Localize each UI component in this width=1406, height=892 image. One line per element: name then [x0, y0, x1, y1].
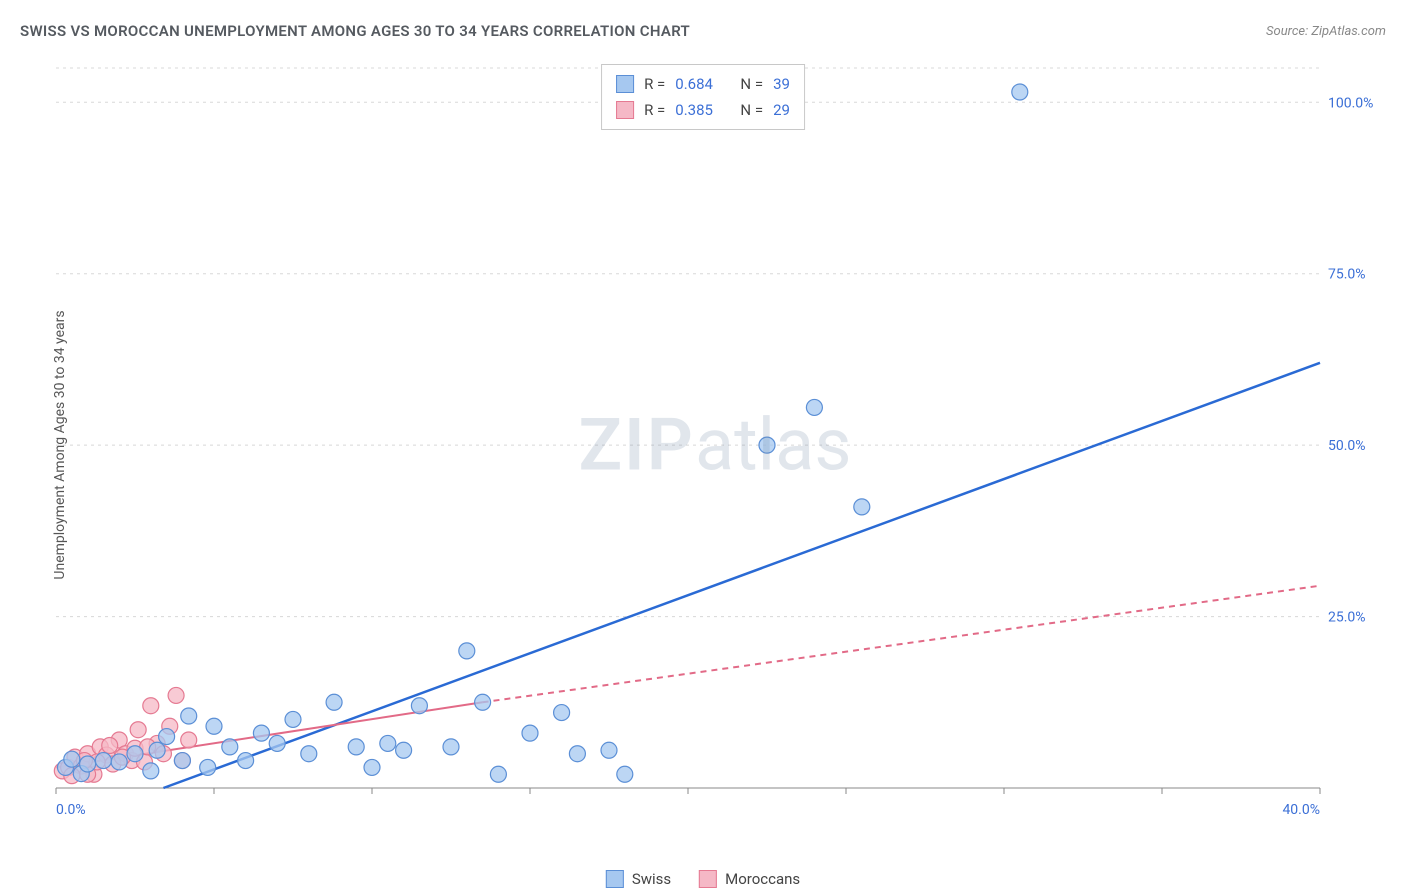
legend-item-moroccans: Moroccans — [699, 870, 800, 888]
stats-row-moroccans: R = 0.385 N = 29 — [616, 97, 790, 123]
moroccans-swatch-icon — [616, 101, 634, 119]
moroccans-n-value: 29 — [773, 97, 790, 123]
stats-row-swiss: R = 0.684 N = 39 — [616, 71, 790, 97]
legend-item-swiss: Swiss — [606, 870, 671, 888]
correlation-stats-box: R = 0.684 N = 39 R = 0.385 N = 29 — [601, 64, 805, 130]
moroccans-legend-swatch-icon — [699, 870, 717, 888]
r-label: R = — [644, 71, 665, 97]
n-label: N = — [740, 71, 763, 97]
svg-text:75.0%: 75.0% — [1328, 267, 1366, 283]
moroccans-r-value: 0.385 — [675, 97, 713, 123]
swiss-n-value: 39 — [773, 71, 790, 97]
svg-text:0.0%: 0.0% — [56, 802, 86, 818]
chart-header: SWISS VS MOROCCAN UNEMPLOYMENT AMONG AGE… — [20, 22, 1386, 40]
svg-text:50.0%: 50.0% — [1328, 438, 1366, 454]
chart-title: SWISS VS MOROCCAN UNEMPLOYMENT AMONG AGE… — [20, 22, 690, 40]
series-legend: Swiss Moroccans — [606, 870, 800, 888]
r-label: R = — [644, 97, 665, 123]
legend-label-moroccans: Moroccans — [725, 870, 800, 888]
svg-text:40.0%: 40.0% — [1282, 802, 1320, 818]
swiss-swatch-icon — [616, 75, 634, 93]
swiss-r-value: 0.684 — [675, 71, 713, 97]
svg-text:100.0%: 100.0% — [1328, 95, 1373, 111]
svg-text:25.0%: 25.0% — [1328, 610, 1366, 626]
swiss-legend-swatch-icon — [606, 870, 624, 888]
y-axis-label: Unemployment Among Ages 30 to 34 years — [52, 310, 68, 579]
source-attribution: Source: ZipAtlas.com — [1266, 24, 1386, 39]
scatter-chart: 0.0% 40.0% 25.0% 50.0% 75.0% 100.0% — [50, 60, 1380, 830]
n-label: N = — [740, 97, 763, 123]
chart-area: Unemployment Among Ages 30 to 34 years 0… — [50, 60, 1380, 830]
legend-label-swiss: Swiss — [632, 870, 671, 888]
